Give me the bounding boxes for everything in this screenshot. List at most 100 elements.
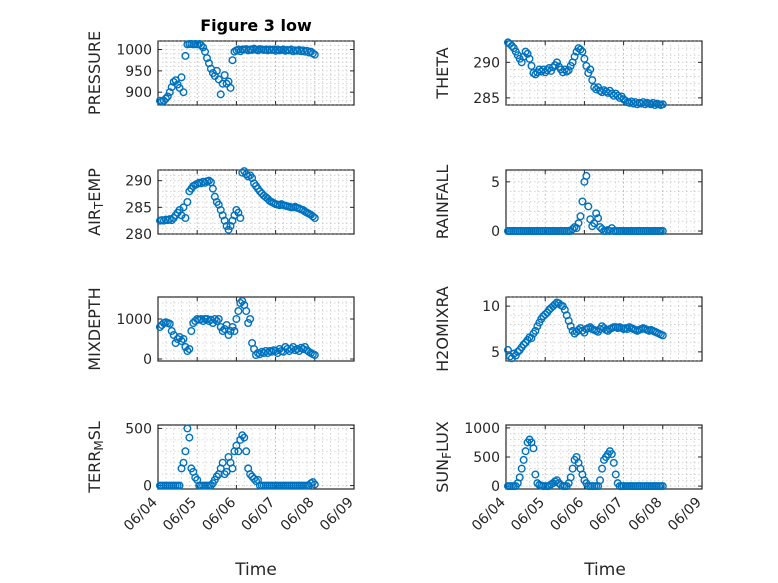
data-point (234, 45, 243, 54)
y-tick-label: 290 (473, 55, 500, 71)
data-point (175, 333, 184, 342)
data-point (218, 458, 227, 467)
data-point (159, 96, 168, 105)
data-point (222, 79, 231, 88)
data-point (240, 433, 249, 442)
y-tick-label: 0 (143, 479, 152, 495)
x-tick-label: 06/09 (665, 495, 705, 535)
figure-title: Figure 3 low (200, 16, 312, 35)
data-point (531, 326, 540, 335)
data-point (208, 319, 217, 328)
x-tick-label: 06/07 (239, 495, 279, 535)
data-point (206, 481, 215, 490)
data-point (271, 347, 280, 356)
data-point (255, 187, 264, 196)
subplot-sun-flux: 0 500 1000 06/04 06/05 06/06 06/07 06/08 06/09 SU… (433, 421, 705, 534)
data-point (202, 54, 211, 63)
data-markers (155, 424, 319, 490)
plot-area (505, 169, 703, 235)
data-point (224, 331, 233, 340)
data-point (173, 335, 182, 344)
data-point (594, 214, 603, 223)
data-point (515, 473, 524, 482)
data-point (183, 424, 192, 433)
data-point (658, 482, 667, 491)
data-point (179, 335, 188, 344)
data-markers (155, 39, 319, 106)
data-point (212, 317, 221, 326)
data-point (521, 447, 530, 456)
data-point (658, 331, 667, 340)
data-point (521, 47, 530, 56)
data-point (181, 447, 190, 456)
data-point (238, 297, 247, 306)
data-point (208, 184, 217, 193)
data-point (181, 51, 190, 60)
y-tick-label: 5 (491, 345, 500, 361)
subplot-terr-msl: 0 500 06/04 06/05 06/06 06/07 06/08 06/09 TERRMS… (85, 421, 357, 534)
data-point (568, 225, 577, 234)
data-point (623, 325, 632, 334)
plot-area (157, 424, 355, 490)
data-point (250, 474, 259, 483)
data-point (566, 473, 575, 482)
data-point (527, 61, 536, 70)
data-point (214, 315, 223, 324)
x-tick-label: 06/05 (160, 495, 200, 535)
y-axis-label: MIXDEPTH (85, 287, 104, 370)
x-tick-label: 06/09 (317, 495, 357, 535)
data-point (531, 470, 540, 479)
data-point (167, 216, 176, 225)
data-markers (503, 298, 667, 363)
y-tick-label: 10 (482, 299, 500, 315)
data-point (228, 323, 237, 332)
y-tick-label: 1000 (116, 312, 152, 328)
data-point (248, 472, 257, 481)
data-point (529, 444, 538, 453)
data-point (584, 202, 593, 211)
y-tick-label: 285 (125, 200, 152, 216)
data-point (212, 66, 221, 75)
data-point (310, 213, 319, 222)
data-point (226, 327, 235, 336)
y-tick-label: 0 (491, 479, 500, 495)
data-point (310, 50, 319, 59)
y-axis-label: RAINFALL (433, 165, 452, 240)
data-point (236, 213, 245, 222)
data-point (167, 327, 176, 336)
data-point (234, 447, 243, 456)
data-point (658, 100, 667, 109)
data-point (165, 319, 174, 328)
data-point (590, 83, 599, 92)
data-point (165, 88, 174, 97)
data-point (552, 58, 561, 67)
x-tick-label: 06/06 (547, 494, 587, 534)
data-point (197, 315, 206, 324)
data-point (588, 76, 597, 85)
data-point (598, 464, 607, 473)
y-axis-label: H2OMIXRA (433, 286, 452, 372)
data-point (226, 83, 235, 92)
data-point (519, 340, 528, 349)
y-axis-label: THETA (433, 47, 452, 99)
data-point (185, 345, 194, 354)
y-tick-label: 290 (125, 174, 152, 190)
data-point (611, 470, 620, 479)
data-point (568, 464, 577, 473)
subplot-h2omixra: 5 10 H2OMIXRA (433, 286, 703, 372)
data-point (218, 327, 227, 336)
data-point (574, 219, 583, 228)
data-point (236, 435, 245, 444)
data-point (609, 458, 618, 467)
data-point (293, 345, 302, 354)
data-point (179, 203, 188, 212)
data-point (161, 94, 170, 103)
data-point (175, 481, 184, 490)
data-point (287, 345, 296, 354)
data-point (238, 431, 247, 440)
data-point (505, 39, 514, 48)
x-tick-label: 06/08 (278, 495, 318, 535)
y-axis-label: AIRTEMP (85, 168, 106, 236)
